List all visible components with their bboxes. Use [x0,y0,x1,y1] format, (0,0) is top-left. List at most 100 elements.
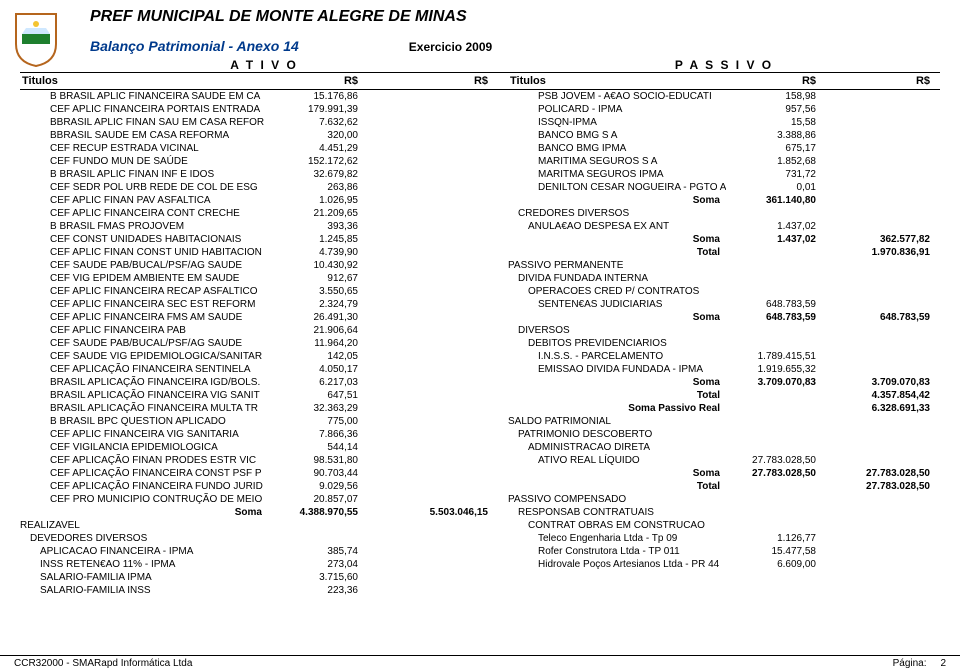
row-label: CEF APLIC FINAN PAV ASFALTICA [20,194,268,207]
row-value-1: 912,67 [268,272,388,285]
row-value-1: 1.437,02 [726,220,836,233]
row-value-2 [836,90,940,103]
col-rs1-left: R$ [268,75,388,87]
row-value-2 [836,363,940,376]
row-label: DENILTON CESAR NOGUEIRA - PGTO A MAI [508,181,726,194]
row-value-1 [268,519,388,532]
row-label: BBRASIL SAUDE EM CASA REFORMA [20,129,268,142]
row-label: CEF APLIC FINANCEIRA PORTAIS ENTRADA [20,103,268,116]
row-value-2 [836,350,940,363]
row-value-2 [836,545,940,558]
soma-row: Soma1.437,02362.577,82 [508,233,940,246]
row-label: PATRIMONIO DESCOBERTO [508,428,726,441]
row-value-2 [388,181,508,194]
row-value-2 [836,142,940,155]
row-value-2: 27.783.028,50 [836,480,940,493]
table-row: CEF APLIC FINAN PAV ASFALTICA1.026,95 [20,194,508,207]
row-value-2 [388,207,508,220]
row-value-2 [388,194,508,207]
row-value-1 [726,415,836,428]
table-row: ATIVO REAL LÍQUIDO27.783.028,50 [508,454,940,467]
row-value-2 [836,181,940,194]
row-value-1: 648.783,59 [726,298,836,311]
table-row: CEF APLIC FINANCEIRA PORTAIS ENTRADA179.… [20,103,508,116]
table-row: B BRASIL FMAS PROJOVEM393,36 [20,220,508,233]
row-value-2 [836,129,940,142]
row-label: B BRASIL FMAS PROJOVEM [20,220,268,233]
table-row: Hidrovale Poços Artesianos Ltda - PR 446… [508,558,940,571]
table-row: SENTEN€AS JUDICIARIAS648.783,59 [508,298,940,311]
table-row: BBRASIL APLIC FINAN SAU EM CASA REFOR7.6… [20,116,508,129]
row-value-2 [836,415,940,428]
row-label: CEF APLIC FINANCEIRA VIG SANITARIA [20,428,268,441]
row-value-1 [726,389,836,402]
row-value-2 [836,558,940,571]
row-value-1: 90.703,44 [268,467,388,480]
table-row: CEF VIGILANCIA EPIDEMIOLOGICA544,14 [20,441,508,454]
row-value-2: 648.783,59 [836,311,940,324]
row-label: BRASIL APLICAÇÃO FINANCEIRA MULTA TR [20,402,268,415]
row-value-2 [836,155,940,168]
row-value-1: 648.783,59 [726,311,836,324]
row-value-2 [836,285,940,298]
row-value-1: 361.140,80 [726,194,836,207]
row-value-2: 6.328.691,33 [836,402,940,415]
report-title: Balanço Patrimonial - Anexo 14 [90,38,299,54]
row-value-2 [836,272,940,285]
row-label: Soma [508,376,726,389]
total-row: Total 1.970.836,91 [508,246,940,259]
section-headers: A T I V O P A S S I V O [20,58,940,72]
table-row: BRASIL APLICAÇÃO FINANCEIRA VIG SANIT647… [20,389,508,402]
total-row: Total27.783.028,50 [508,480,940,493]
row-value-1: 15.477,58 [726,545,836,558]
row-value-2 [836,207,940,220]
table-row: BBRASIL SAUDE EM CASA REFORMA320,00 [20,129,508,142]
group-subheading: OPERACOES CRED P/ CONTRATOS [508,285,940,298]
table-row: CEF APLICAÇÃO FINANCEIRA FUNDO JURID9.02… [20,480,508,493]
table-row: EMISSAO DIVIDA FUNDADA - IPMA1.919.655,3… [508,363,940,376]
table-row: ISSQN-IPMA15,58 [508,116,940,129]
row-value-1 [726,428,836,441]
col-rs2-left: R$ [388,75,508,87]
row-value-2 [388,103,508,116]
row-label: CEF APLIC FINANCEIRA SEC EST REFORM [20,298,268,311]
table-row: PSB JOVEM - A€AO SOCIO-EDUCATI158,98 [508,90,940,103]
row-value-1: 544,14 [268,441,388,454]
table-row: DENILTON CESAR NOGUEIRA - PGTO A MAI0,01 [508,181,940,194]
row-value-1 [726,285,836,298]
row-label: CEF CONST UNIDADES HABITACIONAIS [20,233,268,246]
row-label: Total [508,246,726,259]
row-label: CEF APLIC FINAN CONST UNID HABITACION [20,246,268,259]
row-value-1 [726,259,836,272]
row-value-2 [388,558,508,571]
group-subheading: PATRIMONIO DESCOBERTO [508,428,940,441]
subheader-row: Balanço Patrimonial - Anexo 14 Exercicio… [90,38,940,54]
row-value-1: 3.715,60 [268,571,388,584]
table-row: CEF VIG EPIDEM AMBIENTE EM SAUDE912,67 [20,272,508,285]
row-value-2: 362.577,82 [836,233,940,246]
table-row: CEF SAUDE PAB/BUCAL/PSF/AG SAUDE10.430,9… [20,259,508,272]
soma-row: Soma27.783.028,5027.783.028,50 [508,467,940,480]
row-value-1: 1.919.655,32 [726,363,836,376]
row-label: CEF PRO MUNICIPIO CONTRUÇÃO DE MEIO [20,493,268,506]
row-value-2 [388,350,508,363]
col-rs1-right: R$ [726,75,836,87]
row-value-1: 4.388.970,55 [268,506,388,519]
row-value-2: 1.970.836,91 [836,246,940,259]
table-row: CEF SAUDE PAB/BUCAL/PSF/AG SAUDE11.964,2… [20,337,508,350]
table-row: ANULA€AO DESPESA EX ANT1.437,02 [508,220,940,233]
row-value-2: 4.357.854,42 [836,389,940,402]
table-row: BRASIL APLICAÇÃO FINANCEIRA IGD/BOLS.6.2… [20,376,508,389]
row-label: Soma [508,311,726,324]
col-rs2-right: R$ [836,75,940,87]
passivo-column: PSB JOVEM - A€AO SOCIO-EDUCATI158,98POLI… [508,90,940,597]
table-row: MARITIMA SEGUROS S A1.852,68 [508,155,940,168]
table-row: B BRASIL BPC QUESTION APLICADO775,00 [20,415,508,428]
row-value-1: 21.209,65 [268,207,388,220]
row-label: Total [508,389,726,402]
row-label: SALDO PATRIMONIAL [508,415,726,428]
row-label: Soma [508,194,726,207]
row-label: B BRASIL APLIC FINAN INF E IDOS [20,168,268,181]
row-label: APLICACAO FINANCEIRA - IPMA [20,545,268,558]
table-row: APLICACAO FINANCEIRA - IPMA385,74 [20,545,508,558]
